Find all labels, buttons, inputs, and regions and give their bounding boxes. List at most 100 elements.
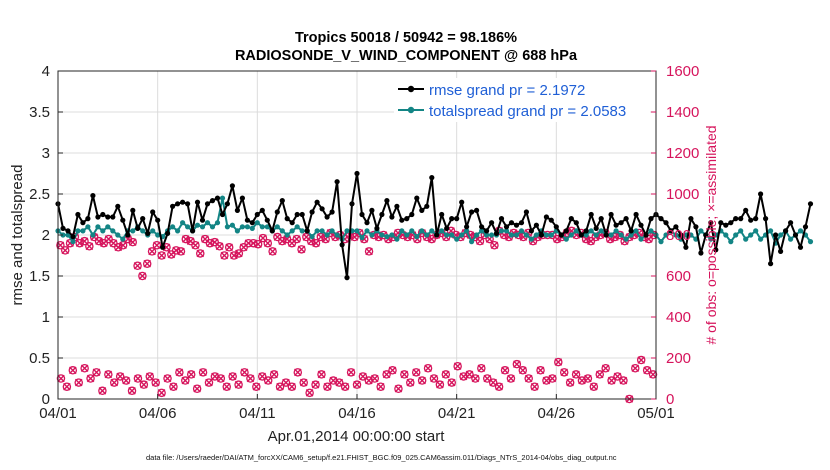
rmse-point (234, 207, 240, 213)
obs-assimilated-marker (114, 243, 123, 252)
rmse-point (608, 211, 614, 218)
obs-assimilated-marker (453, 362, 462, 370)
obs-possible-marker (429, 374, 439, 383)
rmse-point (768, 261, 774, 267)
obs-possible-marker (191, 240, 200, 250)
obs-possible-marker (268, 247, 277, 256)
rmse-point (797, 244, 804, 250)
rmse-point (404, 216, 410, 222)
obs-count-low (488, 378, 498, 387)
obs-assimilated-marker (388, 366, 397, 375)
rmse-point (429, 175, 435, 181)
obs-count-low (98, 386, 107, 396)
obs-count-low (151, 378, 160, 387)
rmse-point (354, 170, 360, 177)
obs-assimilated-marker (584, 374, 592, 383)
rmse-point (229, 183, 235, 189)
rmse-point (753, 216, 759, 222)
rmse-point (414, 195, 420, 201)
obs-assimilated-marker (80, 364, 89, 373)
totalspread-point (234, 228, 240, 234)
obs-possible-marker (220, 251, 229, 260)
totalspread-point (399, 228, 405, 234)
obs-count-low (222, 382, 231, 391)
series-0 (55, 170, 814, 281)
totalspread-point (713, 232, 719, 238)
obs-assimilated-marker (205, 378, 213, 387)
y-axis-label-right: # of obs: o=possible; ×=assimilated (703, 125, 719, 344)
totalspread-point (743, 236, 749, 242)
totalspread-point (344, 228, 350, 234)
obs-count-low (127, 386, 137, 396)
obs-assimilated-marker (495, 382, 503, 391)
obs-count-high (191, 240, 200, 250)
totalspread-point (528, 236, 535, 242)
obs-assimilated-marker (85, 242, 94, 251)
rmse-point (85, 216, 91, 222)
obs-assimilated-marker (560, 368, 569, 377)
obs-assimilated-marker (110, 378, 119, 387)
obs-possible-marker (571, 370, 581, 379)
obs-assimilated-marker (601, 364, 610, 373)
rmse-point (324, 214, 330, 220)
rmse-point (758, 191, 764, 197)
rmse-point (175, 201, 181, 207)
obs-assimilated-marker (235, 249, 243, 258)
rmse-point (583, 228, 589, 234)
legend-rmse-label: rmse grand pr = 2.1972 (429, 82, 585, 99)
totalspread-point (464, 228, 470, 234)
obs-assimilated-marker (442, 370, 450, 379)
obs-count-low (323, 382, 332, 391)
rmse-point (339, 242, 345, 248)
obs-count-low (411, 368, 421, 377)
obs-assimilated-marker (582, 235, 590, 243)
obs-count-low (595, 370, 605, 379)
obs-assimilated-marker (75, 239, 84, 247)
obs-count-low (453, 361, 462, 371)
totalspread-point (384, 234, 390, 240)
obs-count-high (133, 261, 142, 270)
obs-count-low (163, 374, 172, 383)
obs-possible-marker (346, 368, 356, 377)
rmse-point (783, 228, 789, 234)
rmse-point (135, 225, 141, 231)
obs-assimilated-marker (98, 387, 107, 395)
obs-assimilated-marker (74, 378, 83, 387)
rmse-point (110, 214, 116, 220)
rmse-point (743, 207, 749, 213)
obs-possible-marker (80, 236, 89, 246)
obs-possible-marker (447, 378, 456, 387)
obs-count-low (429, 374, 439, 383)
obs-possible-marker (240, 368, 249, 377)
obs-possible-marker (554, 357, 563, 367)
obs-assimilated-marker (128, 387, 136, 395)
obs-assimilated-marker (254, 240, 262, 249)
rmse-point (558, 232, 564, 238)
totalspread-point (175, 228, 181, 234)
rmse-point (713, 247, 719, 253)
totalspread-point (204, 220, 211, 226)
rmse-point (538, 232, 545, 238)
obs-possible-marker (228, 372, 237, 381)
obs-assimilated-marker (252, 382, 261, 391)
rmse-point (279, 198, 285, 204)
x-axis-label: Apr.01,2014 00:00:00 start (268, 428, 446, 445)
totalspread-point (105, 224, 111, 230)
totalspread-point (658, 239, 664, 245)
totalspread-point (389, 232, 395, 238)
obs-assimilated-marker (619, 376, 628, 385)
obs-count-high (224, 243, 234, 252)
y-right-tick-label: 1600 (666, 63, 699, 80)
obs-possible-marker (305, 388, 314, 398)
totalspread-point (214, 220, 221, 226)
obs-possible-marker (167, 250, 176, 259)
obs-count-high (138, 271, 147, 281)
obs-assimilated-marker (365, 247, 373, 256)
rmse-point (349, 201, 355, 207)
obs-count-high (128, 237, 137, 247)
obs-assimilated-marker (234, 380, 243, 389)
rmse-point (618, 220, 624, 226)
totalspread-point (498, 228, 505, 234)
totalspread-point (354, 228, 360, 234)
rmse-point (75, 211, 81, 218)
